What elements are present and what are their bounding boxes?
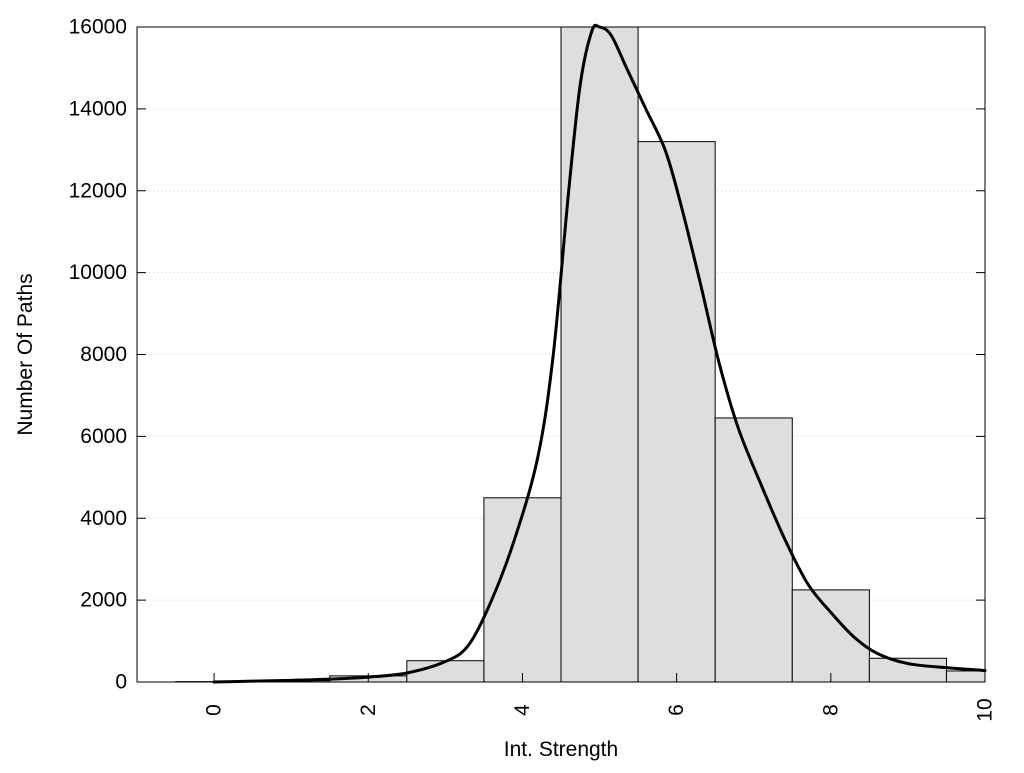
histogram-bar <box>715 418 792 682</box>
histogram-bar <box>946 671 985 682</box>
x-tick-label: 10 <box>974 698 997 721</box>
x-tick-label: 8 <box>819 704 842 716</box>
y-tick-label: 2000 <box>80 589 127 612</box>
histogram-bar <box>638 142 715 682</box>
histogram-bar <box>561 27 638 682</box>
x-axis-label: Int. Strength <box>504 738 618 761</box>
x-tick-label: 2 <box>357 704 380 716</box>
y-tick-label: 6000 <box>80 425 127 448</box>
y-tick-label: 14000 <box>69 97 127 120</box>
x-tick-label: 0 <box>203 704 226 716</box>
y-tick-label: 16000 <box>69 16 127 39</box>
x-tick-label: 6 <box>665 704 688 716</box>
histogram-bar <box>869 658 946 682</box>
y-axis-label: Number Of Paths <box>14 273 37 435</box>
bars-layer <box>176 27 985 682</box>
y-tick-label: 12000 <box>69 179 127 202</box>
x-tick-label: 4 <box>511 704 534 716</box>
y-tick-label: 4000 <box>80 507 127 530</box>
y-tick-label: 10000 <box>69 261 127 284</box>
y-tick-label: 8000 <box>80 343 127 366</box>
histogram-bar <box>792 590 869 682</box>
y-tick-label: 0 <box>115 671 127 694</box>
